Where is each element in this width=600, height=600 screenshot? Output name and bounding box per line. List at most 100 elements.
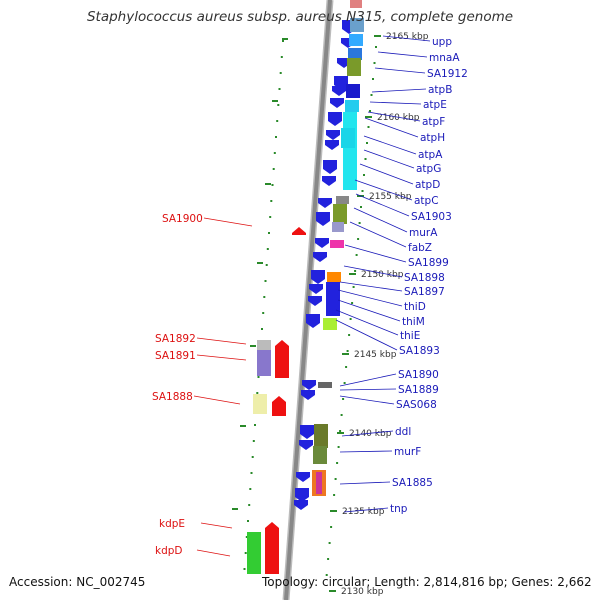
scale-label: 2135 kbp bbox=[342, 507, 385, 517]
gene-label: atpG bbox=[416, 163, 441, 175]
gene-label: atpC bbox=[414, 195, 439, 207]
gene-label: thiE bbox=[400, 330, 420, 342]
guide-tick bbox=[249, 488, 252, 490]
guide-tick bbox=[279, 72, 282, 74]
gene-label: atpA bbox=[418, 149, 443, 161]
label-leader-line bbox=[363, 149, 415, 169]
forward-gene-arrow bbox=[300, 425, 314, 439]
topology-text: Topology: circular; Length: 2,814,816 bp… bbox=[262, 575, 592, 589]
guide-tick bbox=[354, 270, 357, 272]
reverse-gene-arrow bbox=[265, 522, 279, 574]
gene-label: thiM bbox=[402, 316, 425, 328]
cog-category-box bbox=[346, 84, 360, 98]
guide-tick bbox=[328, 542, 331, 544]
guide-tick bbox=[363, 174, 365, 176]
gene-label: SA1898 bbox=[404, 272, 445, 284]
guide-tick bbox=[272, 168, 275, 170]
guide-tick bbox=[282, 40, 284, 42]
cog-category-box bbox=[349, 34, 363, 46]
gene-label: tnp bbox=[390, 503, 408, 515]
gene-label: SA1892 bbox=[155, 333, 196, 345]
scale-tick bbox=[329, 590, 336, 592]
forward-gene-arrow bbox=[322, 176, 336, 186]
guide-tick bbox=[262, 312, 265, 314]
label-leader-line bbox=[193, 395, 241, 405]
cog-category-box bbox=[318, 382, 332, 388]
guide-tick bbox=[252, 440, 255, 442]
guide-tick bbox=[251, 456, 254, 458]
guide-tick bbox=[271, 184, 274, 186]
cog-category-box bbox=[314, 424, 328, 448]
guide-tick bbox=[278, 88, 281, 90]
guide-tick bbox=[244, 552, 247, 554]
label-leader-line bbox=[359, 163, 414, 185]
guide-tick bbox=[270, 200, 273, 202]
label-leader-line bbox=[353, 207, 408, 233]
gene-label: atpD bbox=[415, 179, 440, 191]
scale-tick bbox=[374, 35, 381, 37]
scale-tick bbox=[365, 116, 372, 118]
guide-tick bbox=[358, 222, 361, 224]
label-leader-line bbox=[382, 35, 431, 42]
guide-tick bbox=[250, 472, 253, 474]
cog-category-box bbox=[326, 282, 340, 316]
reverse-gene-arrow bbox=[275, 340, 289, 378]
guide-tick bbox=[375, 46, 377, 48]
guide-tick bbox=[355, 254, 358, 256]
scale-label: 2130 kbp bbox=[341, 587, 384, 597]
guide-tick bbox=[340, 414, 343, 416]
forward-gene-arrow bbox=[316, 212, 330, 226]
forward-gene-arrow bbox=[308, 296, 322, 306]
label-leader-line bbox=[337, 299, 401, 322]
guide-tick bbox=[330, 526, 333, 528]
label-leader-line bbox=[343, 507, 389, 513]
accession-text: Accession: NC_002745 bbox=[9, 575, 146, 589]
forward-gene-arrow bbox=[318, 198, 332, 208]
gene-label: murA bbox=[409, 227, 438, 239]
scale-label: 2165 kbp bbox=[386, 32, 429, 42]
label-leader-line bbox=[363, 135, 417, 155]
label-leader-line bbox=[369, 101, 422, 105]
gene-label: mnaA bbox=[429, 52, 460, 64]
gene-label: upp bbox=[432, 36, 452, 48]
forward-gene-arrow bbox=[294, 500, 308, 510]
cog-category-box bbox=[257, 340, 271, 350]
label-leader-line bbox=[349, 221, 407, 248]
gene-label: SAS068 bbox=[396, 399, 437, 411]
guide-tick bbox=[268, 232, 270, 234]
guide-tick bbox=[336, 462, 339, 464]
forward-gene-arrow bbox=[309, 284, 323, 294]
guide-tick bbox=[361, 190, 364, 192]
guide-tick bbox=[256, 392, 259, 394]
forward-gene-arrow bbox=[302, 380, 316, 390]
gene-label: SA1893 bbox=[399, 345, 440, 357]
forward-gene-arrow bbox=[313, 252, 327, 262]
guide-tick bbox=[352, 286, 355, 288]
guide-tick bbox=[348, 334, 351, 336]
label-leader-line bbox=[337, 289, 403, 307]
guide-tick bbox=[327, 558, 330, 560]
guide-tick bbox=[257, 376, 260, 378]
guide-tick bbox=[373, 62, 376, 64]
gene-label: SA1891 bbox=[155, 350, 196, 362]
label-leader-line bbox=[377, 51, 428, 58]
forward-gene-arrow bbox=[301, 390, 315, 400]
guide-tick bbox=[269, 216, 272, 218]
cog-category-box bbox=[350, 18, 364, 32]
gene-label: SA1888 bbox=[152, 391, 193, 403]
label-leader-line bbox=[203, 217, 253, 227]
forward-gene-arrow bbox=[296, 472, 310, 482]
scale-label: 2155 kbp bbox=[369, 192, 412, 202]
cog-category-box bbox=[253, 394, 267, 414]
cog-category-box bbox=[316, 472, 322, 494]
gene-label: kdpE bbox=[159, 518, 185, 530]
guide-tick bbox=[280, 56, 283, 58]
forward-gene-arrow bbox=[306, 314, 320, 328]
forward-gene-arrow bbox=[299, 440, 313, 450]
cog-category-box bbox=[313, 446, 327, 464]
scale-tick bbox=[232, 508, 238, 510]
scale-tick bbox=[272, 100, 278, 102]
guide-tick bbox=[351, 302, 354, 304]
scale-tick bbox=[337, 432, 344, 434]
label-leader-line bbox=[196, 549, 231, 557]
